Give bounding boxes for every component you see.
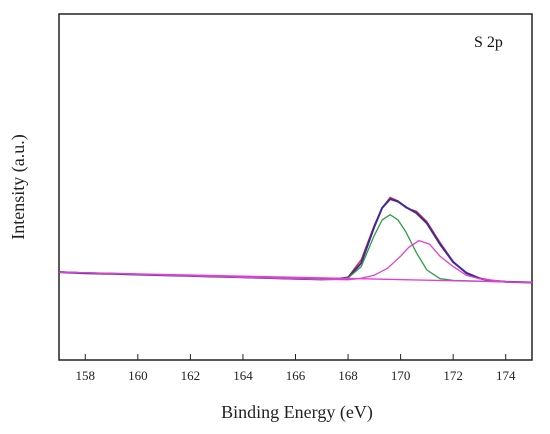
x-tick-label: 164 xyxy=(233,368,253,383)
x-tick-label: 158 xyxy=(76,368,96,383)
x-tick-label: 174 xyxy=(496,368,516,383)
x-tick-label: 162 xyxy=(181,368,201,383)
series-layer xyxy=(58,196,533,284)
x-tick-label: 166 xyxy=(286,368,306,383)
series-baseline xyxy=(58,271,533,284)
series-envelope xyxy=(58,198,533,284)
x-axis-ticks: 158 160 162 164 166 168 170 172 174 xyxy=(76,354,516,383)
x-tick-label: 172 xyxy=(443,368,463,383)
peak-annotation: S 2p xyxy=(474,34,503,51)
x-tick-label: 170 xyxy=(391,368,411,383)
y-axis-title: Intensity (a.u.) xyxy=(8,134,29,239)
x-tick-label: 168 xyxy=(338,368,358,383)
x-tick-label: 160 xyxy=(128,368,148,383)
plot-frame xyxy=(58,13,533,361)
x-axis-title: Binding Energy (eV) xyxy=(221,402,373,423)
series-component-2 xyxy=(58,239,533,284)
